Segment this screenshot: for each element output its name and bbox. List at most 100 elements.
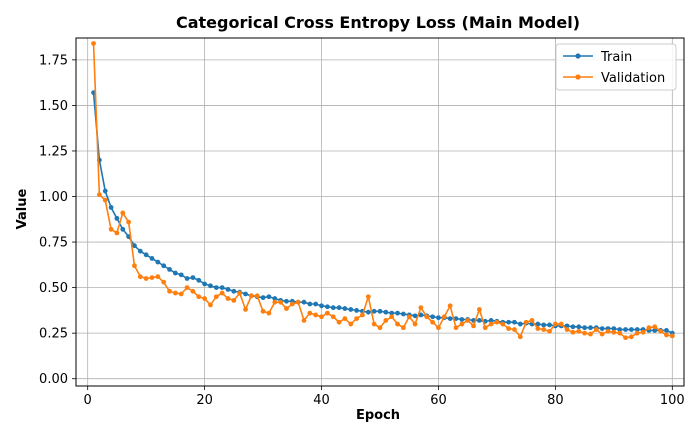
data-point-train xyxy=(371,308,377,314)
data-point-validation xyxy=(114,230,120,236)
legend-train-label: Train xyxy=(600,50,632,65)
data-point-validation xyxy=(564,327,570,332)
data-point-validation xyxy=(295,299,301,305)
data-point-validation xyxy=(260,308,266,314)
data-point-validation xyxy=(172,290,178,296)
data-point-validation xyxy=(471,323,476,329)
data-point-validation xyxy=(225,296,231,301)
plot-frame xyxy=(75,37,685,387)
x-tick-label: 100 xyxy=(660,393,685,408)
data-point-validation xyxy=(213,294,219,300)
data-point-validation xyxy=(652,324,658,330)
data-point-train xyxy=(184,276,190,281)
data-point-train xyxy=(588,325,593,331)
data-point-train xyxy=(547,322,552,328)
data-point-train xyxy=(354,307,360,313)
data-point-validation xyxy=(184,285,190,291)
data-point-validation xyxy=(436,325,441,331)
data-point-validation xyxy=(447,303,453,309)
data-point-validation xyxy=(254,293,260,299)
data-point-validation xyxy=(465,318,471,323)
data-point-train xyxy=(324,304,330,310)
data-point-validation xyxy=(284,306,289,311)
x-axis-label: Epoch xyxy=(356,408,400,423)
data-point-validation xyxy=(389,314,395,320)
data-point-validation xyxy=(190,288,196,294)
legend: Train Validation xyxy=(555,43,677,91)
data-point-train xyxy=(190,275,196,280)
data-point-train xyxy=(348,307,354,312)
data-point-train xyxy=(307,301,313,307)
data-point-train xyxy=(365,309,371,315)
data-point-train xyxy=(219,285,225,291)
data-point-validation xyxy=(558,321,564,327)
data-point-validation xyxy=(108,226,114,232)
data-point-validation xyxy=(541,327,547,332)
data-point-validation xyxy=(301,318,307,323)
data-point-train xyxy=(336,305,342,311)
data-point-validation xyxy=(371,321,377,327)
data-point-train xyxy=(430,314,436,320)
y-axis: 0.00 0.25 0.50 0.75 1.00 1.25 1.50 1.75 xyxy=(39,53,76,387)
data-point-train xyxy=(213,285,219,291)
data-point-train xyxy=(628,327,634,332)
data-point-train xyxy=(652,328,658,333)
data-point-validation xyxy=(289,301,295,307)
data-point-validation xyxy=(424,314,430,320)
data-point-validation xyxy=(535,326,541,332)
y-tick-label: 0.25 xyxy=(39,327,68,342)
data-point-train xyxy=(272,296,278,301)
data-point-validation xyxy=(348,321,354,327)
data-point-validation xyxy=(219,290,225,296)
data-point-validation xyxy=(441,314,447,320)
data-point-validation xyxy=(582,330,588,336)
data-point-train xyxy=(418,312,424,318)
data-point-train xyxy=(664,328,669,333)
data-point-train xyxy=(102,188,108,194)
data-point-train xyxy=(582,325,588,331)
data-point-validation xyxy=(178,291,184,297)
data-point-validation xyxy=(494,319,500,325)
data-point-train xyxy=(383,309,389,315)
data-point-train xyxy=(488,318,494,323)
data-point-validation xyxy=(319,314,324,320)
data-point-validation xyxy=(418,305,424,311)
data-point-validation xyxy=(278,299,284,305)
data-point-validation xyxy=(324,310,330,316)
data-point-validation xyxy=(161,279,167,285)
data-point-validation xyxy=(365,294,371,300)
data-point-validation xyxy=(248,293,254,299)
y-tick-label: 0.00 xyxy=(39,372,68,387)
data-point-validation xyxy=(658,328,664,334)
data-point-validation xyxy=(120,210,126,216)
data-point-train xyxy=(330,305,336,311)
data-point-train xyxy=(284,298,289,304)
data-point-train xyxy=(114,215,120,221)
data-point-validation xyxy=(96,192,102,198)
data-point-validation xyxy=(149,275,155,280)
data-point-train xyxy=(120,226,126,232)
data-point-train xyxy=(623,327,628,332)
data-point-train xyxy=(617,327,623,332)
series-validation xyxy=(91,41,675,341)
data-point-validation xyxy=(143,276,149,281)
data-point-validation xyxy=(354,316,360,321)
y-tick-label: 0.50 xyxy=(39,281,68,296)
data-point-validation xyxy=(126,219,132,225)
data-point-validation xyxy=(634,330,640,336)
data-point-train xyxy=(149,256,155,261)
data-point-train xyxy=(155,259,161,265)
data-point-validation xyxy=(599,331,605,337)
data-point-validation xyxy=(342,316,348,321)
data-point-train xyxy=(412,313,418,319)
data-point-train xyxy=(512,319,517,325)
data-point-train xyxy=(108,205,114,210)
data-point-train xyxy=(342,306,348,311)
data-point-validation xyxy=(523,319,529,325)
data-point-validation xyxy=(628,334,634,340)
data-point-validation xyxy=(208,302,213,308)
data-point-validation xyxy=(500,321,506,327)
data-point-train xyxy=(137,248,143,254)
data-point-validation xyxy=(406,314,412,320)
data-point-validation xyxy=(588,331,593,337)
